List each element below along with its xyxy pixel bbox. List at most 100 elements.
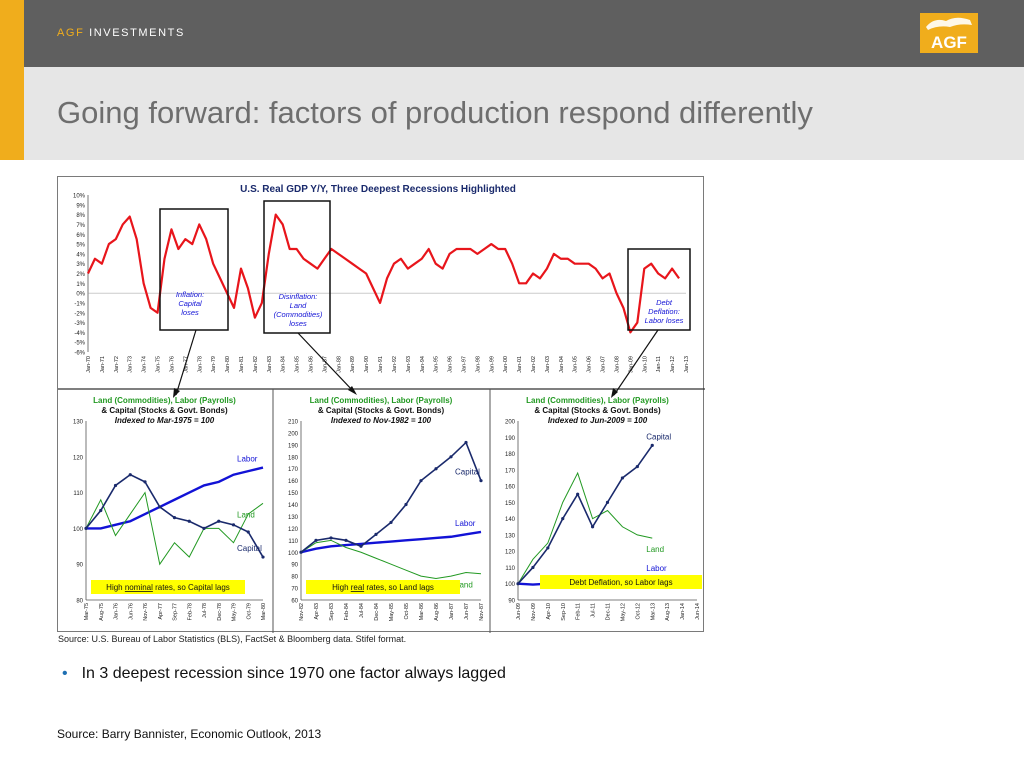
gdp-ytick-label: 9% — [76, 203, 85, 209]
box-inflation — [159, 208, 229, 331]
gdp-xtick-label: Jan-73 — [128, 356, 134, 373]
chart-svg: U.S. Real GDP Y/Y, Three Deepest Recessi… — [58, 184, 705, 633]
capital-point — [546, 546, 550, 550]
gdp-xtick-label: Jan-75 — [156, 356, 162, 373]
agf-logo: AGF — [920, 13, 978, 53]
panel-xtick-label: Feb-78 — [187, 603, 193, 620]
top-bar — [0, 0, 1024, 67]
panel-xtick-label: May-85 — [389, 603, 395, 621]
brand-investments: INVESTMENTS — [89, 27, 185, 39]
panel-title-3: Indexed to Mar-1975 = 100 — [115, 416, 215, 425]
gdp-ytick-label: -2% — [74, 311, 85, 317]
series-line-capital — [517, 444, 653, 585]
gdp-xtick-label: Jan-90 — [364, 356, 370, 373]
gdp-xtick-label: Jan-86 — [309, 356, 315, 373]
panel-title-3: Indexed to Nov-1982 = 100 — [331, 416, 432, 425]
panel-title-2: & Capital (Stocks & Govt. Bonds) — [534, 406, 661, 415]
gdp-xtick-label: Jan-82 — [253, 356, 259, 373]
gdp-xtick-label: Jan-71 — [100, 356, 106, 373]
capital-point — [84, 526, 88, 530]
bullet-dot: • — [62, 665, 68, 682]
gdp-xtick-label: Jan-79 — [211, 356, 217, 373]
panel-xtick-label: Mar-75 — [84, 603, 90, 620]
gdp-ytick-label: -1% — [74, 301, 85, 307]
gdp-xtick-label: Jan-85 — [295, 356, 301, 373]
panel-xtick-label: Feb-84 — [344, 603, 350, 620]
capital-point — [561, 517, 565, 521]
panel-xtick-label: Sep-83 — [329, 603, 335, 621]
panel-xtick-label: Jun-14 — [695, 603, 701, 620]
bullet-text: In 3 deepest recession since 1970 one fa… — [81, 665, 506, 682]
panel-xtick-label: Oct-85 — [404, 603, 410, 620]
panel-xtick-label: May-79 — [232, 603, 238, 621]
panel-ytick-label: 110 — [73, 491, 83, 497]
box-debt-deflation — [627, 248, 691, 331]
box-debt-l1: Debt — [656, 298, 673, 307]
gdp-xtick-label: Jan-87 — [322, 356, 328, 373]
gdp-xtick-label: Jan-08 — [614, 356, 620, 373]
panel-title-1: Land (Commodities), Labor (Payrolls) — [526, 396, 669, 405]
panel-xtick-label: Sep-10 — [561, 603, 567, 621]
capital-point — [635, 464, 639, 469]
gdp-xtick-label: Jan-83 — [267, 356, 273, 373]
panel-xtick-label: Dec-78 — [217, 603, 223, 621]
gdp-xtick-label: Jan-12 — [670, 356, 676, 373]
series-label-labor: Labor — [455, 519, 476, 528]
brand-agf: AGF — [57, 27, 85, 39]
gold-accent-strip — [0, 0, 24, 160]
panel-xtick-label: Feb-11 — [576, 603, 582, 620]
panel-title-2: & Capital (Stocks & Govt. Bonds) — [318, 406, 445, 415]
panel-xtick-label: Mar-13 — [650, 603, 656, 620]
brand-name: AGF INVESTMENTS — [57, 27, 185, 39]
gdp-xtick-label: Jan-77 — [183, 356, 189, 373]
panel-chart-2: Land (Commodities), Labor (Payrolls)& Ca… — [489, 389, 702, 633]
panel-ytick-label: 140 — [288, 503, 299, 509]
capital-point — [576, 492, 580, 496]
series-label-capital: Capital — [646, 432, 671, 441]
gdp-ytick-label: 3% — [76, 262, 85, 268]
panel-xtick-label: Jun-09 — [516, 603, 522, 620]
capital-point — [605, 500, 610, 504]
gdp-xtick-label: Jan-99 — [489, 356, 495, 373]
series-line-land — [300, 539, 482, 580]
gdp-ytick-label: 2% — [76, 272, 85, 278]
capital-point — [389, 520, 393, 525]
gdp-ytick-label: 6% — [76, 233, 85, 239]
gdp-xtick-label: Jan-76 — [169, 356, 175, 373]
gdp-xtick-label: Jan-06 — [587, 356, 593, 373]
panel-ytick-label: 190 — [288, 443, 299, 449]
callout-box — [540, 575, 702, 589]
panel-ytick-label: 90 — [291, 563, 298, 569]
series-line-labor — [300, 530, 482, 554]
panel-ytick-label: 130 — [505, 533, 516, 539]
gdp-ytick-label: 1% — [76, 282, 85, 288]
gdp-xtick-label: Jan-11 — [656, 356, 662, 372]
box-debt-l3: Labor loses — [645, 316, 684, 325]
panel-ytick-label: 130 — [73, 420, 84, 426]
box-disinflation-l4: loses — [289, 319, 307, 328]
box-disinflation-l2: Land — [290, 301, 308, 310]
panel-chart-1: Land (Commodities), Labor (Payrolls)& Ca… — [272, 389, 485, 633]
gdp-ytick-label: -3% — [74, 321, 85, 327]
series-label-land: Land — [646, 545, 664, 554]
panel-xtick-label: Jan-14 — [680, 603, 686, 620]
capital-point — [202, 526, 206, 530]
capital-point — [590, 525, 595, 529]
panel-xtick-label: Dec-84 — [374, 603, 380, 621]
panel-ytick-label: 120 — [288, 527, 299, 533]
box-debt-l2: Deflation: — [648, 307, 680, 316]
panel-xtick-label: Sep-77 — [173, 603, 179, 621]
panel-chart-0: Land (Commodities), Labor (Payrolls)& Ca… — [73, 396, 267, 621]
capital-point — [344, 538, 348, 542]
panel-ytick-label: 160 — [505, 485, 516, 491]
callout-box — [91, 580, 245, 594]
panel-ytick-label: 80 — [76, 599, 83, 605]
panel-xtick-label: Oct-12 — [635, 603, 641, 620]
panel-xtick-label: Nov-76 — [143, 603, 149, 621]
panel-ytick-label: 120 — [73, 455, 84, 461]
gdp-ytick-label: 4% — [76, 252, 85, 258]
panel-ytick-label: 200 — [288, 431, 299, 437]
gdp-xtick-label: Jan-93 — [406, 356, 412, 373]
callout-box — [306, 580, 460, 594]
panel-xtick-label: Apr-10 — [546, 603, 552, 620]
